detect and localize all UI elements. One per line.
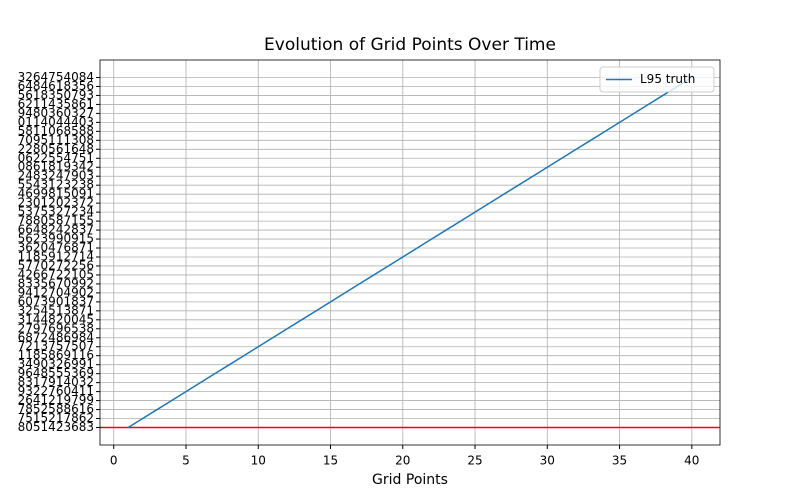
y-tick-label: 9322760411 xyxy=(18,384,94,398)
y-tick-label: 5375327234 xyxy=(18,205,94,219)
y-tick-label: 5618350793 xyxy=(18,88,94,102)
y-tick-label: 8335670992 xyxy=(18,276,94,290)
y-tick-label: 7095111308 xyxy=(18,133,94,147)
legend-label: L95 truth xyxy=(640,72,695,86)
y-tick-label: 2280561648 xyxy=(18,142,94,156)
y-tick-label: 5811068588 xyxy=(18,124,94,138)
y-tick-label: 7852588616 xyxy=(18,402,94,416)
y-tick-label: 4266722105 xyxy=(18,267,94,281)
y-tick-label: 3144820045 xyxy=(18,312,94,326)
y-tick-label: 2641219799 xyxy=(18,393,94,407)
x-tick-label: 40 xyxy=(684,454,699,468)
y-tick-label: 6073901837 xyxy=(18,294,94,308)
y-tick-label: 1185869116 xyxy=(18,348,94,362)
y-tick-label: 8317914032 xyxy=(18,375,94,389)
y-tick-label: 6211435861 xyxy=(18,97,94,111)
line-series xyxy=(127,76,693,429)
y-tick-label: 0861819342 xyxy=(18,160,94,174)
y-tick-label: 7515217862 xyxy=(18,411,94,425)
plot-frame xyxy=(99,59,721,446)
y-tick-label: 0622554751 xyxy=(18,151,94,165)
y-tick-label: 7880587155 xyxy=(18,214,94,228)
y-tick-label: 0114044403 xyxy=(18,115,94,129)
x-tick-label: 20 xyxy=(395,454,410,468)
x-tick-label: 35 xyxy=(612,454,627,468)
y-tick-label: 2483247903 xyxy=(18,169,94,183)
y-tick-label: 6648242837 xyxy=(18,223,94,237)
x-tick-label: 0 xyxy=(110,454,118,468)
x-tick-label: 30 xyxy=(540,454,555,468)
x-tick-label: 15 xyxy=(323,454,338,468)
y-tick-label: 5623990915 xyxy=(18,232,94,246)
y-tick-label: 7213757507 xyxy=(18,339,94,353)
y-tick-label: 6872486984 xyxy=(18,330,94,344)
legend-box xyxy=(599,66,715,93)
y-tick-label: 9412704902 xyxy=(18,285,94,299)
y-tick-label: 2301202372 xyxy=(18,196,94,210)
y-tick-label: 1185912714 xyxy=(18,249,94,263)
y-tick-label: 9480360327 xyxy=(18,106,94,120)
y-tick-label: 5770272256 xyxy=(18,258,94,272)
x-tick-label: 5 xyxy=(182,454,190,468)
y-tick-label: 9648555369 xyxy=(18,366,94,380)
y-tick-label: 8051423683 xyxy=(18,420,94,434)
x-axis-label: Grid Points xyxy=(372,472,448,488)
x-tick-label: 25 xyxy=(467,454,482,468)
chart-title: Evolution of Grid Points Over Time xyxy=(264,35,556,55)
y-tick-label: 2797696538 xyxy=(18,321,94,335)
y-tick-label: 4699815091 xyxy=(18,187,94,201)
x-tick-label: 10 xyxy=(251,454,266,468)
y-tick-label: 5543123238 xyxy=(18,178,94,192)
y-tick-label: 6484618356 xyxy=(18,79,94,93)
y-tick-label: 3490326991 xyxy=(18,357,94,371)
y-tick-label: 3264754084 xyxy=(18,70,94,84)
y-tick-label: 3254513871 xyxy=(18,303,94,317)
y-tick-label: 3620476871 xyxy=(18,241,94,255)
